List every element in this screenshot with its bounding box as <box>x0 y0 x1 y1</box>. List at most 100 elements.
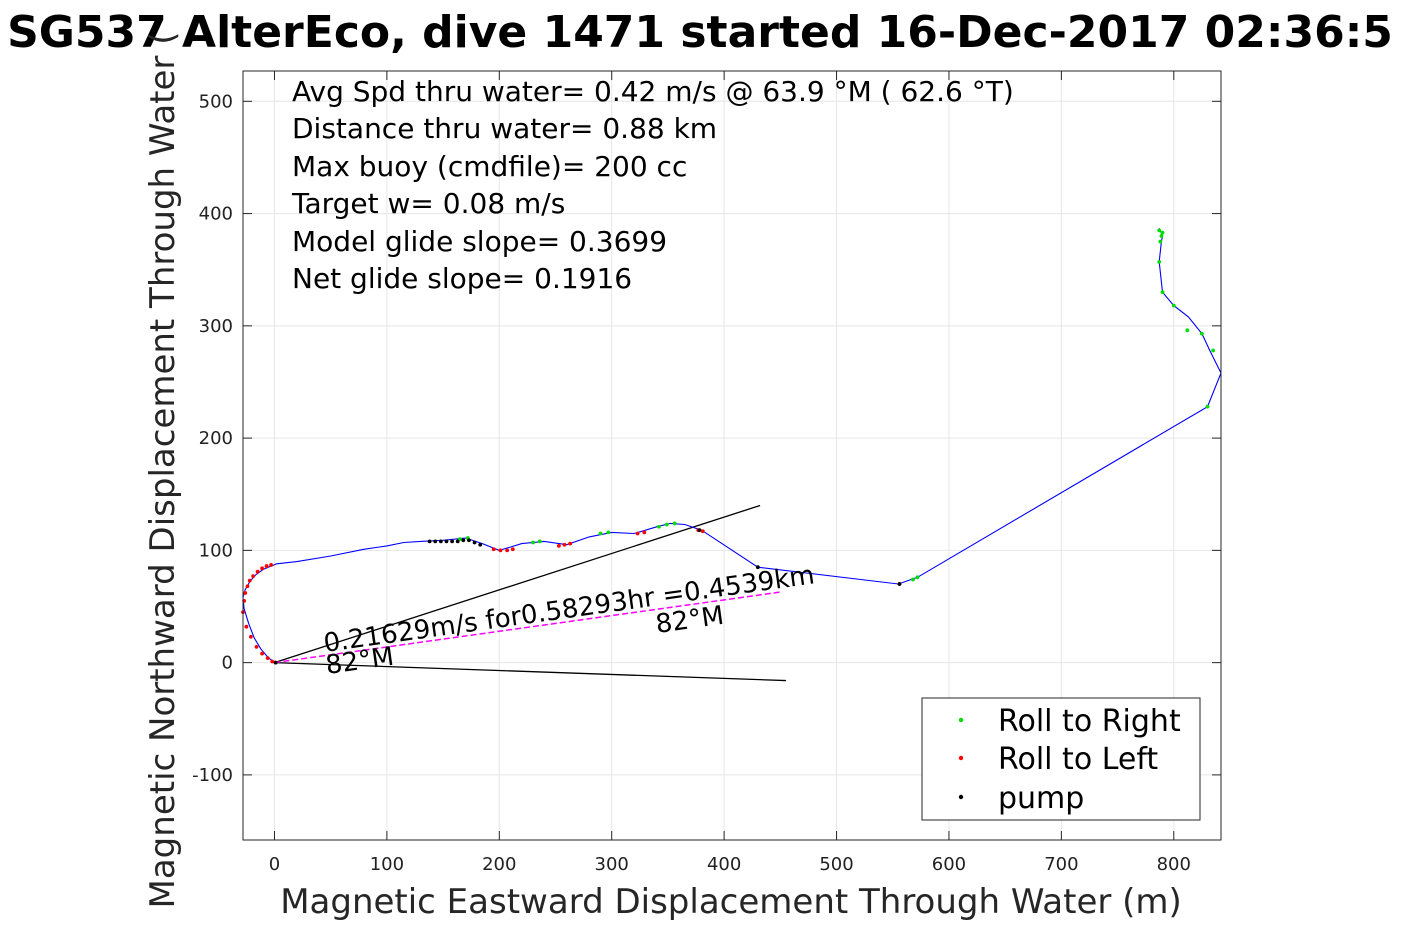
roll-left-point <box>510 547 515 552</box>
y-tick-label: -100 <box>192 765 233 786</box>
pump-point <box>472 540 477 545</box>
y-tick-label: 100 <box>199 540 233 561</box>
roll-left-point <box>264 564 269 568</box>
pump-point <box>427 539 432 544</box>
legend-marker-roll-right <box>958 717 964 723</box>
roll-right-point <box>672 521 677 526</box>
roll-left-point <box>265 656 270 661</box>
roll-right-point <box>664 522 669 527</box>
y-axis-label: Magnetic Northward Displacement Through … <box>143 32 183 909</box>
x-tick-labels: 0 100 200 300 400 500 600 700 800 <box>269 854 1191 875</box>
roll-right-point <box>1160 230 1165 235</box>
roll-left-point <box>642 530 647 535</box>
x-tick-label: 300 <box>595 854 629 875</box>
y-tick-label: 0 <box>222 653 233 674</box>
x-tick-label: 800 <box>1157 854 1191 875</box>
x-tick-label: 200 <box>482 854 516 875</box>
legend: Roll to Right Roll to Left pump <box>921 697 1201 821</box>
chart-title: SG537 AlterEco, dive 1471 started 16-Dec… <box>7 7 1393 58</box>
pump-point <box>478 542 483 547</box>
pump-point <box>461 538 466 543</box>
x-tick-label: 500 <box>819 854 853 875</box>
roll-left-point <box>248 634 253 639</box>
legend-marker-roll-left <box>958 755 964 761</box>
roll-right-point <box>1171 303 1176 308</box>
y-tick-label: 500 <box>199 91 233 112</box>
roll-right-point <box>1199 331 1204 336</box>
plot-frame <box>242 70 1222 841</box>
roll-right-point <box>606 530 611 535</box>
roll-left-point <box>635 531 640 536</box>
annotation-distance: Distance thru water= 0.88 km <box>292 112 717 145</box>
pump-point <box>433 539 438 544</box>
annotation-model-glide-slope: Model glide slope= 0.3699 <box>292 225 667 258</box>
x-axis-label: Magnetic Eastward Displacement Through W… <box>280 882 1182 922</box>
legend-box <box>921 697 1201 821</box>
roll-left-point <box>505 548 510 553</box>
roll-right-point <box>1211 348 1216 353</box>
roll-left-point <box>255 569 260 574</box>
roll-right-point <box>537 539 542 544</box>
x-tick-label: 0 <box>269 854 280 875</box>
roll-left-point <box>251 574 256 579</box>
x-tick-label: 600 <box>932 854 966 875</box>
roll-left-point <box>260 566 265 571</box>
roll-left-point <box>269 563 274 567</box>
pump-point <box>897 582 902 586</box>
roll-right-point <box>1160 290 1165 295</box>
annotation-net-glide-slope: Net glide slope= 0.1916 <box>292 262 632 295</box>
y-tick-label: 300 <box>199 316 233 337</box>
roll-left-point <box>254 645 259 649</box>
legend-label-roll-right: Roll to Right <box>998 704 1181 739</box>
roll-right-point <box>1157 228 1162 233</box>
roll-right-point <box>1158 239 1163 244</box>
legend-label-roll-left: Roll to Left <box>998 742 1158 777</box>
annotation-avg-speed: Avg Spd thru water= 0.42 m/s @ 63.9 °M (… <box>292 75 1014 108</box>
pump-point <box>273 660 278 665</box>
legend-marker-pump <box>958 794 964 800</box>
x-tick-label: 700 <box>1044 854 1078 875</box>
plot-series <box>241 227 1222 682</box>
y-tick-labels: -100 0 100 200 300 400 500 <box>192 91 233 786</box>
roll-right-point <box>531 540 535 545</box>
current-vector-line <box>274 591 782 664</box>
x-tick-label: 400 <box>707 854 741 875</box>
roll-left-point <box>498 548 503 553</box>
roll-right-point <box>915 575 920 580</box>
roll-right-point <box>1205 404 1210 409</box>
annotation-max-buoy: Max buoy (cmdfile)= 200 cc <box>292 150 687 183</box>
roll-right-point <box>1159 234 1164 238</box>
pump-point <box>444 539 449 544</box>
roll-right-point <box>598 531 603 536</box>
x-tick-label: 100 <box>370 854 404 875</box>
pump-point <box>755 565 760 570</box>
heading-line <box>274 504 761 664</box>
roll-left-point <box>700 529 705 534</box>
roll-right-point <box>1185 328 1190 333</box>
roll-left-point <box>260 651 265 656</box>
pump-point <box>455 539 460 544</box>
roll-left-point <box>568 541 573 546</box>
annotations: Avg Spd thru water= 0.42 m/s @ 63.9 °M (… <box>291 75 1014 295</box>
pump-point <box>467 538 471 543</box>
roll-left-point <box>562 542 567 547</box>
pump-point <box>697 528 702 533</box>
y-tick-label: 200 <box>199 428 233 449</box>
roll-right-point <box>911 577 915 582</box>
roll-left-point <box>243 591 248 595</box>
roll-left-point <box>491 547 496 552</box>
roll-left-point <box>245 584 250 589</box>
pump-point <box>438 539 443 544</box>
roll-right-point <box>1157 259 1162 264</box>
legend-label-pump: pump <box>998 781 1084 816</box>
roll-left-point <box>244 624 249 629</box>
heading-line <box>274 661 786 682</box>
y-tick-label: 400 <box>199 204 233 225</box>
roll-left-point <box>247 578 252 583</box>
annotation-target-w: Target w= 0.08 m/s <box>291 187 565 220</box>
roll-left-point <box>556 543 561 548</box>
roll-right-point <box>657 524 661 529</box>
pump-point <box>450 539 454 544</box>
roll-left-point <box>270 659 275 664</box>
